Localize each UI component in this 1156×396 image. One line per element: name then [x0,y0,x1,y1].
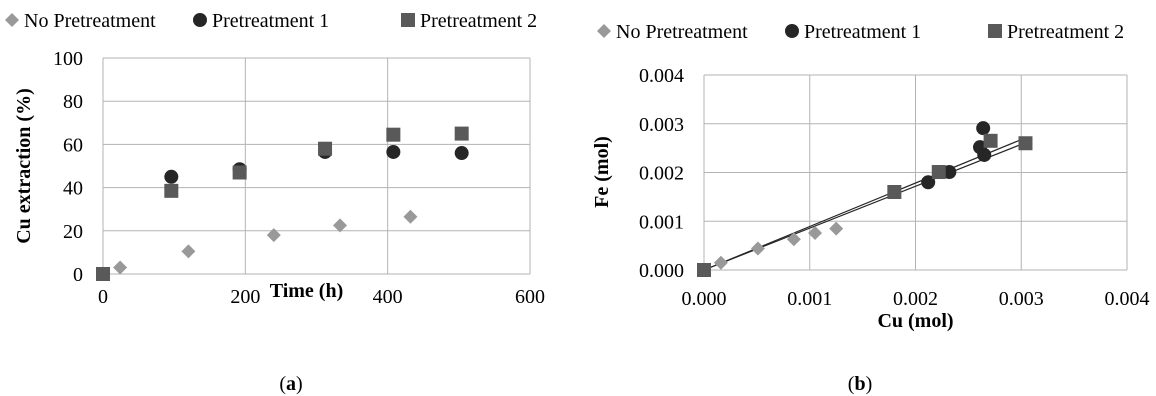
data-point-pretreatment-2 [164,183,179,198]
panel-label-b: (b) [848,373,872,395]
tick-labels-b: 0.000 0.001 0.002 0.003 0.004 0.000 0.001 0.002… [639,65,1150,310]
data-point-pretreatment-2 [1018,136,1033,151]
data-point-no-pretreatment [403,209,418,224]
data-point-pretreatment-2 [983,133,998,148]
y-tick-label: 0 [73,264,83,286]
legend-marker-no-pretreatment [5,13,19,27]
x-axis-title-b: Cu (mol) [877,310,953,332]
data-point-no-pretreatment [332,218,347,233]
panel-label-b-letter: b [854,373,865,395]
data-point-pretreatment-2 [454,126,469,141]
x-tick-label: 600 [515,286,545,308]
y-tick-label: 0.003 [639,114,684,136]
chart-a: No Pretreatment Pretreatment 1 Pretreatmen… [5,10,545,395]
legend-marker-pretreatment-1 [785,24,799,38]
gridlines-b [703,74,1128,271]
legend-label-pretreatment-2: Pretreatment 2 [1007,21,1124,43]
data-point-pretreatment-1 [921,175,936,190]
gridlines-a [102,57,531,275]
x-tick-label: 400 [373,286,403,308]
y-tick-label: 0.002 [639,163,684,185]
x-tick-label: 0.004 [1105,288,1150,310]
chart-b: No Pretreatment Pretreatment 1 Pretreatmen… [591,21,1150,395]
x-tick-label: 0.003 [999,288,1044,310]
data-point-pretreatment-1 [976,121,991,136]
legend-marker-pretreatment-2 [401,13,415,27]
data-points-b [697,121,1033,277]
data-point-pretreatment-2 [232,165,247,180]
data-point-pretreatment-2 [96,267,110,281]
legend-label-no-pretreatment: No Pretreatment [616,21,748,43]
legend-b: No Pretreatment Pretreatment 1 Pretreatmen… [597,21,1124,43]
trendline-pretreatment-2 [703,141,1027,271]
x-axis-title-a: Time (h) [270,280,344,302]
y-tick-label: 0.000 [639,260,684,282]
panel-label-a: (a) [279,373,302,395]
data-point-pretreatment-1 [454,146,469,161]
legend-marker-pretreatment-2 [988,24,1002,38]
legend-label-pretreatment-1: Pretreatment 1 [804,21,921,43]
legend-label-no-pretreatment: No Pretreatment [24,10,156,32]
panel-label-a-letter: a [286,373,296,395]
data-point-pretreatment-2 [931,165,946,180]
y-tick-label: 0.004 [639,65,684,87]
legend-label-pretreatment-2: Pretreatment 2 [420,10,537,32]
x-tick-label: 0 [98,286,108,308]
y-axis-title-b: Fe (mol) [591,136,613,208]
y-tick-label: 100 [53,48,83,70]
y-tick-label: 0.001 [639,211,684,233]
y-tick-label: 20 [63,221,83,243]
y-tick-label: 60 [63,134,83,156]
data-point-pretreatment-1 [164,169,179,184]
data-point-no-pretreatment [181,244,196,259]
data-point-pretreatment-2 [697,263,711,277]
data-point-pretreatment-2 [318,141,333,156]
data-point-no-pretreatment [713,255,728,270]
data-point-pretreatment-1 [977,147,992,162]
y-tick-label: 40 [63,178,83,200]
data-point-no-pretreatment [786,232,801,247]
legend-marker-no-pretreatment [597,24,611,38]
data-point-pretreatment-2 [386,127,401,142]
data-point-no-pretreatment [808,225,823,240]
legend-marker-pretreatment-1 [193,13,207,27]
tick-labels-a: 0 20 40 60 80 100 0 200 400 600 [53,48,545,308]
x-tick-label: 200 [230,286,260,308]
legend-label-pretreatment-1: Pretreatment 1 [212,10,329,32]
data-points-a [96,126,469,281]
data-point-no-pretreatment [829,221,844,236]
legend-a: No Pretreatment Pretreatment 1 Pretreatmen… [5,10,537,32]
data-point-pretreatment-2 [887,185,902,199]
data-point-pretreatment-1 [942,165,957,180]
y-axis-title-a: Cu extraction (%) [13,88,35,244]
data-point-no-pretreatment [266,228,281,243]
data-point-pretreatment-1 [386,144,401,159]
data-point-no-pretreatment [750,241,765,256]
y-tick-label: 80 [63,91,83,113]
x-tick-label: 0.000 [682,288,727,310]
x-tick-label: 0.001 [787,288,832,310]
x-tick-label: 0.002 [893,288,938,310]
data-point-no-pretreatment [113,260,128,275]
